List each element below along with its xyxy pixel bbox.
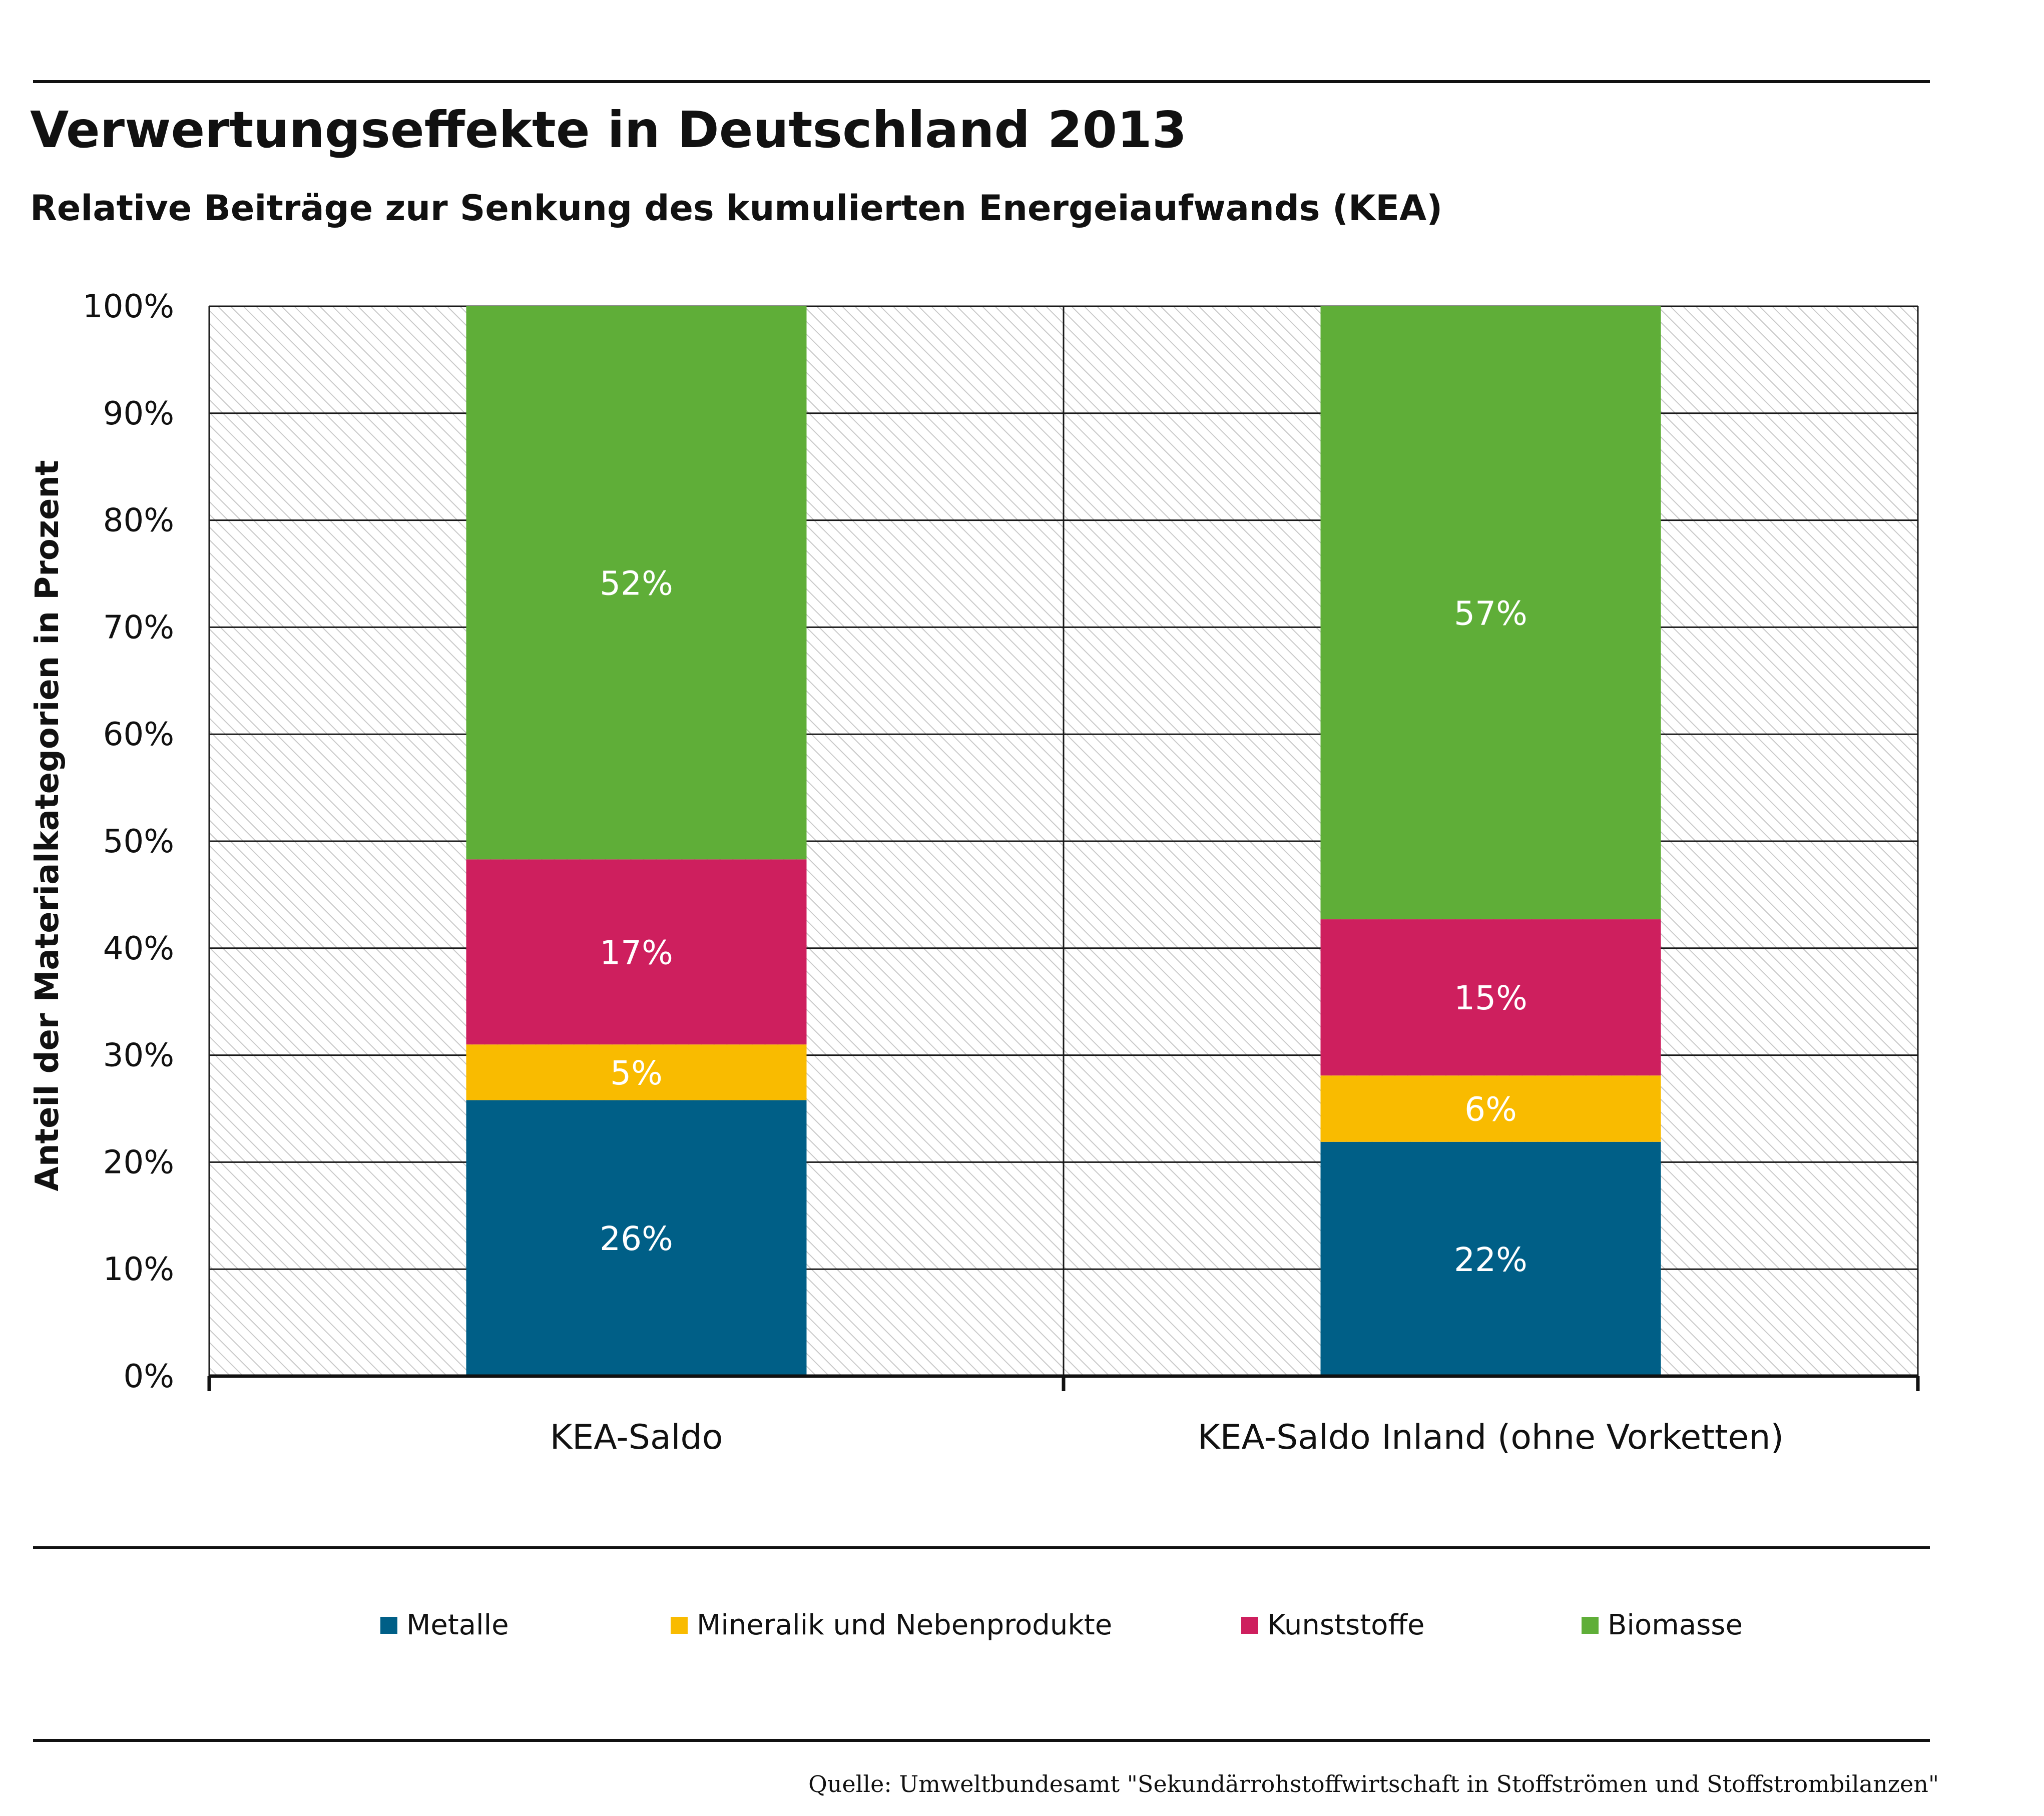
y-tick-label: 40% — [103, 930, 174, 967]
top-rule — [33, 80, 1930, 83]
legend-item: Mineralik und Nebenprodukte — [671, 1609, 1112, 1641]
legend-label: Metalle — [406, 1609, 509, 1641]
bar-segment — [466, 859, 807, 1045]
bar-segment — [466, 306, 807, 860]
chart-subtitle: Relative Beiträge zur Senkung des kumuli… — [30, 188, 1443, 229]
category-label: KEA-Saldo — [550, 1418, 723, 1457]
data-label: 17% — [600, 933, 673, 972]
y-tick-label: 30% — [103, 1037, 174, 1074]
legend: Metalle Mineralik und Nebenprodukte Kunsts… — [0, 1609, 2044, 1649]
data-label: 5% — [610, 1054, 663, 1092]
legend-label: Kunststoffe — [1267, 1609, 1425, 1641]
data-label: 22% — [1454, 1241, 1527, 1279]
y-tick-label: 20% — [103, 1144, 174, 1181]
bar-segment — [1320, 1141, 1661, 1376]
legend-item: Metalle — [380, 1609, 509, 1641]
legend-swatch — [671, 1616, 688, 1634]
source-note: Quelle: Umweltbundesamt "Sekundärrohstof… — [808, 1770, 1939, 1797]
legend-item: Kunststoffe — [1241, 1609, 1424, 1641]
bar-segment — [466, 1100, 807, 1376]
legend-label: Biomasse — [1608, 1609, 1743, 1641]
data-label: 52% — [600, 564, 673, 603]
legend-swatch — [380, 1616, 397, 1634]
data-label: 15% — [1454, 979, 1527, 1017]
y-tick-label: 10% — [103, 1251, 174, 1288]
y-tick-label: 70% — [103, 609, 174, 646]
category-label: KEA-Saldo Inland (ohne Vorketten) — [1198, 1418, 1784, 1457]
legend-label: Mineralik und Nebenprodukte — [697, 1609, 1113, 1641]
bar-segment — [1320, 919, 1661, 1076]
data-label: 57% — [1454, 594, 1527, 633]
data-label: 26% — [600, 1220, 673, 1258]
legend-item: Biomasse — [1582, 1609, 1743, 1641]
bar-segment — [1320, 1075, 1661, 1142]
y-tick-label: 50% — [103, 823, 174, 860]
y-tick-label: 60% — [103, 716, 174, 753]
y-tick-label: 90% — [103, 395, 174, 432]
data-label: 6% — [1464, 1090, 1517, 1129]
bar-segment — [466, 1044, 807, 1100]
legend-swatch — [1241, 1616, 1258, 1634]
legend-swatch — [1582, 1616, 1599, 1634]
y-tick-label: 100% — [83, 288, 174, 325]
y-tick-label: 0% — [123, 1358, 174, 1395]
middle-rule — [33, 1546, 1930, 1549]
bottom-rule — [33, 1739, 1930, 1742]
y-tick-label: 80% — [103, 502, 174, 539]
bar-segment — [1320, 306, 1661, 920]
chart-title: Verwertungseffekte in Deutschland 2013 — [30, 101, 1187, 159]
